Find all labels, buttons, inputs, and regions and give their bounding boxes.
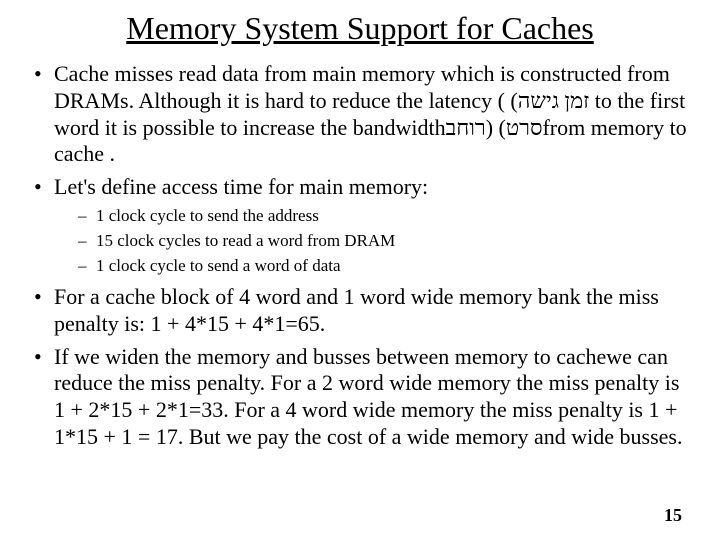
bullet-item: For a cache block of 4 word and 1 word w… xyxy=(28,284,692,338)
sub-bullet-list: 1 clock cycle to send the address 15 clo… xyxy=(54,205,692,278)
bullet-item: Let's define access time for main memory… xyxy=(28,174,692,278)
bullet-text: Let's define access time for main memory… xyxy=(54,174,428,199)
sub-bullet-item: 1 clock cycle to send the address xyxy=(54,205,692,228)
sub-bullet-item: 15 clock cycles to read a word from DRAM xyxy=(54,230,692,253)
bullet-list: Cache misses read data from main memory … xyxy=(28,61,692,451)
slide: Memory System Support for Caches Cache m… xyxy=(0,0,720,540)
page-number: 15 xyxy=(664,505,682,526)
bullet-item: Cache misses read data from main memory … xyxy=(28,61,692,168)
sub-bullet-item: 1 clock cycle to send a word of data xyxy=(54,255,692,278)
bullet-item: If we widen the memory and busses betwee… xyxy=(28,344,692,451)
page-title: Memory System Support for Caches xyxy=(28,10,692,47)
